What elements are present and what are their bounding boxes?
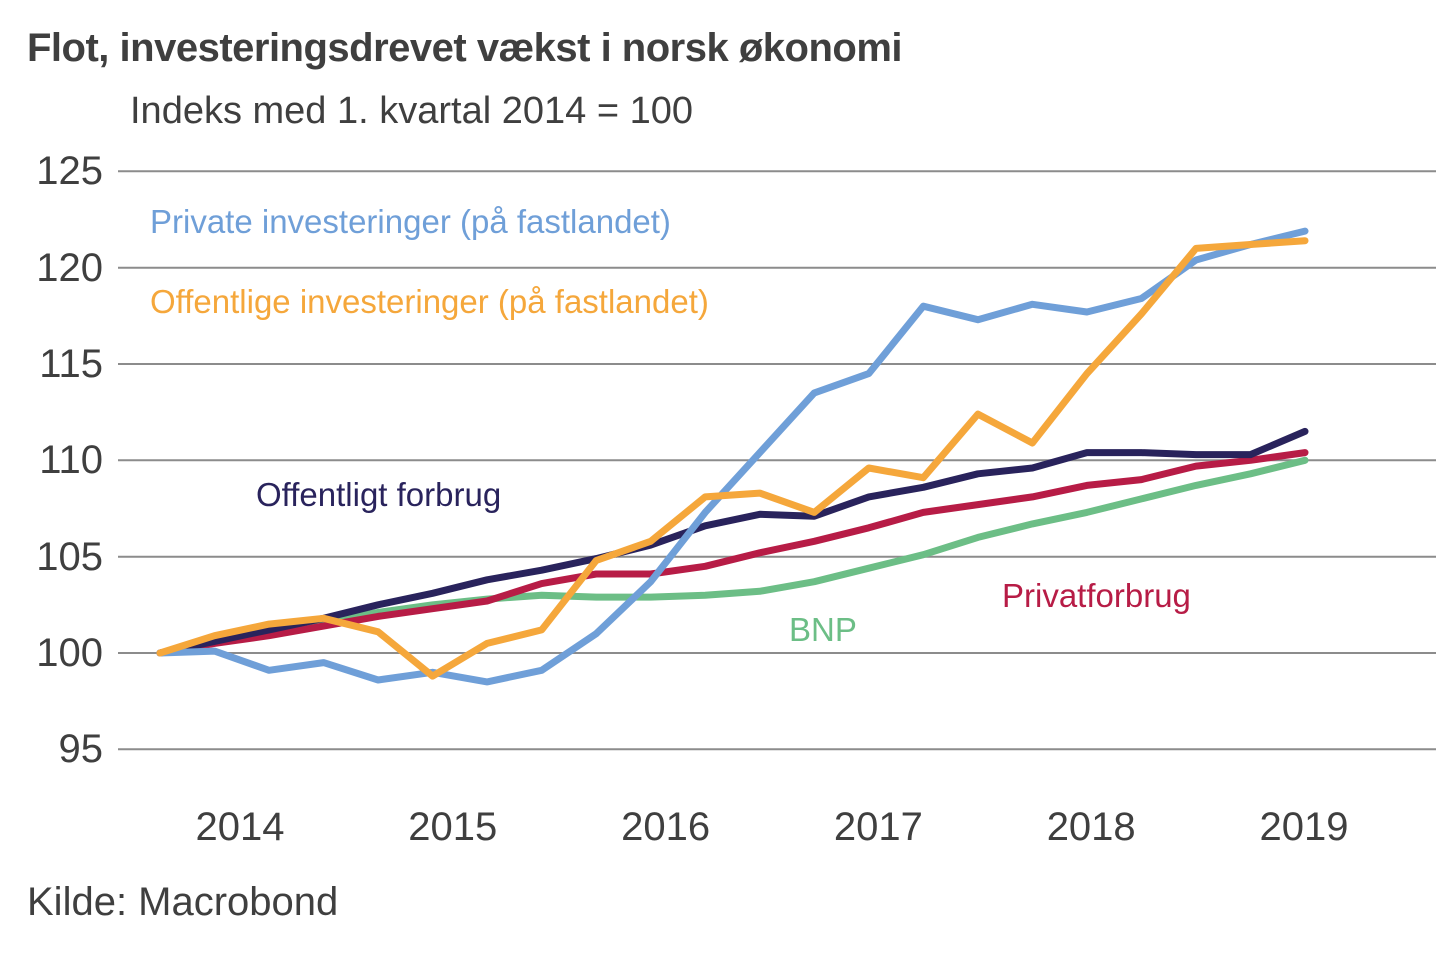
series-label-private-investeringer: Private investeringer (på fastlandet) [150, 203, 671, 240]
x-axis-tick-2019: 2019 [1259, 805, 1349, 849]
series-label-privatforbrug: Privatforbrug [1002, 577, 1191, 614]
series-label-offentlige-investeringer: Offentlige investeringer (på fastlandet) [150, 283, 709, 320]
y-axis-tick-125: 125 [36, 149, 103, 194]
series-line-offentlige-investeringer [156, 237, 1309, 680]
series-line-bnp [156, 456, 1309, 657]
x-axis-tick-2018: 2018 [1046, 805, 1136, 849]
source-note: Kilde: Macrobond [27, 880, 339, 924]
series-label-offentligt-forbrug: Offentligt forbrug [256, 476, 502, 513]
series-line-offentligt-forbrug [156, 427, 1309, 657]
chart-title: Flot, investeringsdrevet vækst i norsk ø… [27, 26, 903, 70]
x-axis-tick-2015: 2015 [408, 805, 498, 849]
y-axis-tick-100: 100 [36, 631, 103, 675]
y-axis-tick-95: 95 [58, 727, 104, 772]
x-axis-tick-2016: 2016 [621, 805, 711, 849]
series-line-privatforbrug [156, 449, 1309, 657]
x-axis-tick-2017: 2017 [833, 805, 923, 849]
y-axis-tick-105: 105 [36, 534, 103, 579]
y-axis-tick-120: 120 [36, 245, 103, 290]
y-axis-tick-110: 110 [39, 438, 103, 483]
x-axis-tick-2014: 2014 [195, 805, 285, 849]
series-line-private-investeringer [156, 227, 1309, 686]
y-axis-tick-115: 115 [39, 341, 103, 386]
chart-subtitle: Indeks med 1. kvartal 2014 = 100 [130, 90, 693, 132]
series-label-bnp: BNP [789, 611, 857, 648]
